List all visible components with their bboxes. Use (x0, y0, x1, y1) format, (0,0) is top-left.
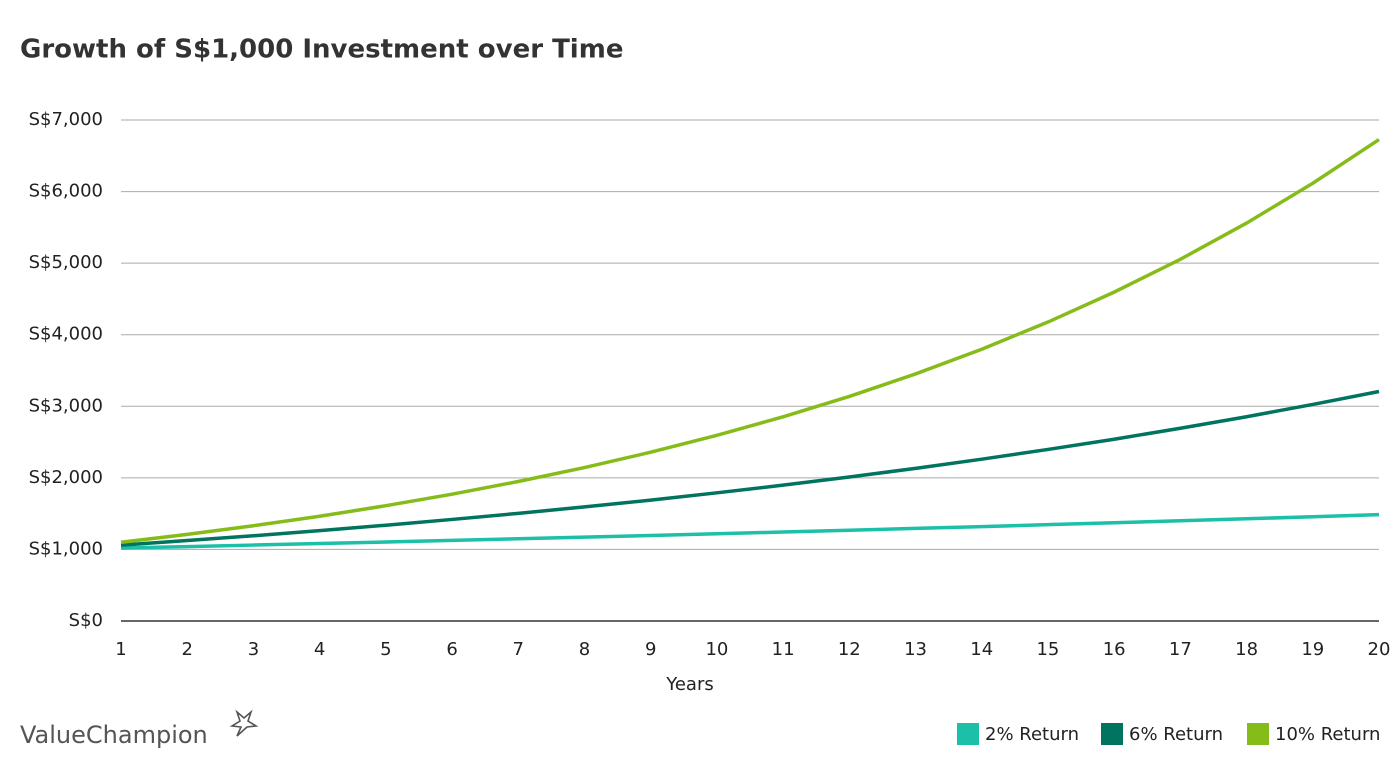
x-tick-label: 5 (380, 639, 391, 660)
legend-swatch (1247, 723, 1269, 745)
line (120, 389, 1380, 547)
x-tick-label: 1 (115, 639, 126, 660)
chart-title: Growth of S$1,000 Investment over Time (20, 35, 623, 65)
x-tick-label: 10 (705, 639, 728, 660)
x-tick-label: 8 (579, 639, 590, 660)
legend-label: 2% Return (985, 724, 1079, 745)
y-tick-label: S$4,000 (29, 324, 103, 345)
x-tick-label: 13 (904, 639, 927, 660)
x-tick-label: 14 (970, 639, 993, 660)
y-tick-label: S$5,000 (29, 252, 103, 273)
y-tick-label: S$7,000 (29, 109, 103, 130)
x-tick-label: 7 (513, 639, 524, 660)
x-axis-label: Years (665, 674, 714, 695)
x-tick-label: 3 (248, 639, 259, 660)
legend-swatch (1101, 723, 1123, 745)
x-tick-label: 4 (314, 639, 325, 660)
x-tick-label: 17 (1169, 639, 1192, 660)
x-tick-label: 6 (446, 639, 457, 660)
x-tick-label: 19 (1301, 639, 1324, 660)
line (120, 512, 1380, 550)
x-tick-label: 2 (181, 639, 192, 660)
y-tick-label: S$3,000 (29, 395, 103, 416)
brand: ValueChampion (20, 721, 208, 749)
y-tick-label: S$1,000 (29, 538, 103, 559)
legend-swatch (957, 723, 979, 745)
x-tick-label: 11 (772, 639, 795, 660)
x-tick-label: 18 (1235, 639, 1258, 660)
x-tick-label: 16 (1103, 639, 1126, 660)
x-tick-label: 12 (838, 639, 861, 660)
y-tick-label: S$6,000 (29, 181, 103, 202)
x-tick-label: 9 (645, 639, 656, 660)
y-tick-label: S$2,000 (29, 467, 103, 488)
legend-label: 10% Return (1275, 724, 1380, 745)
x-tick-label: 15 (1036, 639, 1059, 660)
brand-star (229, 709, 259, 737)
y-tick-label: S$0 (69, 610, 103, 631)
x-tick-label: 20 (1368, 639, 1391, 660)
legend-label: 6% Return (1129, 724, 1223, 745)
line (120, 138, 1380, 545)
